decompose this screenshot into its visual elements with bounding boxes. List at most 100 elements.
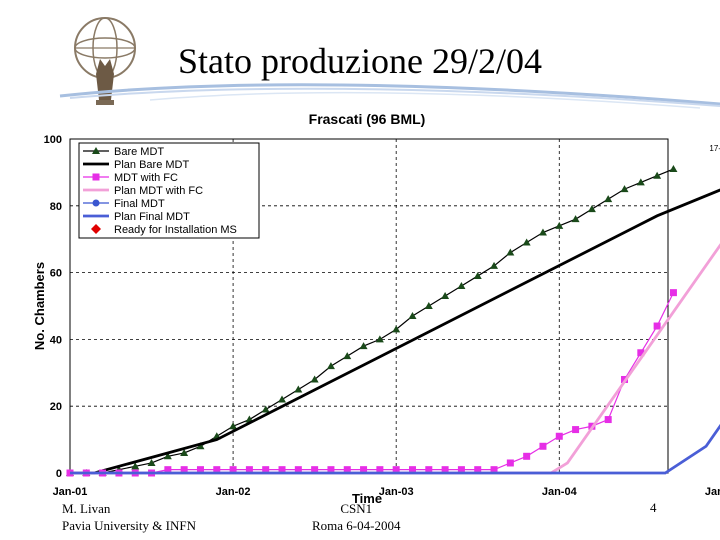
data-point-mdt-with-fc [523, 452, 531, 460]
data-point-mdt-with-fc [604, 416, 612, 424]
data-point-mdt-with-fc [262, 466, 270, 474]
data-point-bare-mdt [261, 405, 270, 413]
data-point-mdt-with-fc [294, 466, 302, 474]
legend-swatch-final-mdt [92, 199, 100, 207]
data-point-bare-mdt [653, 171, 662, 179]
footer-venue: CSN1 Roma 6-04-2004 [312, 500, 400, 534]
x-axis-label: Time [352, 491, 382, 506]
footer-venue-date: Roma 6-04-2004 [312, 518, 401, 533]
legend-label-final-mdt: Final MDT [114, 198, 165, 210]
legend-swatch-bare-mdt [92, 147, 100, 154]
data-point-bare-mdt [604, 195, 613, 203]
data-point-mdt-with-fc [180, 466, 188, 474]
page-number: 4 [650, 500, 657, 515]
data-point-mdt-with-fc [213, 466, 221, 474]
data-point-mdt-with-fc [637, 349, 645, 357]
legend-swatch-ready-for-installation-ms [91, 224, 101, 234]
chart-title: Frascati (96 BML) [309, 111, 426, 127]
footer-venue-name: CSN1 [340, 501, 373, 516]
y-tick-label: 40 [50, 334, 62, 346]
production-line-chart: Frascati (96 BML) No. Chambers Time 0 20 4… [32, 111, 720, 506]
data-point-bare-mdt [343, 352, 352, 360]
data-point-mdt-with-fc [506, 459, 514, 467]
data-point-bare-mdt [294, 385, 303, 393]
data-point-mdt-with-fc [343, 466, 351, 474]
x-tick-label: Jan-02 [216, 486, 251, 498]
y-tick-label: 60 [50, 268, 62, 280]
data-point-bare-mdt [424, 302, 433, 309]
legend-label-ready-for-installation-ms: Ready for Installation MS [114, 224, 237, 236]
data-point-mdt-with-fc [164, 466, 172, 474]
data-point-bare-mdt [620, 185, 629, 193]
slide-title: Stato produzione 29/2/04 [178, 41, 542, 81]
legend-swatch-mdt-with-fc [92, 173, 100, 181]
data-point-bare-mdt [180, 448, 189, 456]
y-tick-label: 100 [44, 134, 62, 146]
data-point-mdt-with-fc [425, 466, 433, 474]
data-point-bare-mdt [522, 238, 531, 246]
footer-author-name: M. Livan [62, 501, 111, 516]
data-point-bare-mdt [375, 335, 384, 343]
data-point-bare-mdt [392, 325, 401, 333]
legend-label-plan-final-mdt: Plan Final MDT [114, 211, 190, 223]
x-tick-label: Jan-01 [53, 486, 88, 498]
data-point-bare-mdt [310, 375, 319, 383]
data-point-mdt-with-fc [196, 466, 204, 474]
data-point-mdt-with-fc [555, 432, 563, 440]
data-point-mdt-with-fc [572, 426, 580, 434]
y-tick-label: 0 [56, 468, 62, 480]
y-axis-label: No. Chambers [32, 262, 47, 350]
legend-label-plan-mdt-with-fc: Plan MDT with FC [114, 185, 203, 197]
title-swoosh-decoration [59, 83, 720, 109]
x-tick-label: Jan-04 [542, 486, 578, 498]
annotation-ready-date: 17-01-2005 [709, 144, 720, 153]
data-point-bare-mdt [163, 452, 172, 460]
data-point-mdt-with-fc [229, 466, 237, 474]
data-point-mdt-with-fc [490, 466, 498, 474]
data-point-bare-mdt [490, 261, 499, 269]
data-point-mdt-with-fc [408, 466, 416, 474]
data-point-mdt-with-fc [311, 466, 319, 474]
data-point-mdt-with-fc [245, 466, 253, 474]
data-point-mdt-with-fc [441, 466, 449, 474]
legend-label-mdt-with-fc: MDT with FC [114, 172, 178, 184]
data-point-bare-mdt [473, 271, 482, 279]
legend-label-bare-mdt: Bare MDT [114, 146, 164, 158]
legend-label-plan-bare-mdt: Plan Bare MDT [114, 159, 189, 171]
data-point-bare-mdt [196, 442, 205, 450]
data-point-bare-mdt [326, 362, 335, 370]
series-line-plan-final-mdt [70, 423, 720, 475]
data-point-bare-mdt [538, 228, 547, 236]
data-point-bare-mdt [669, 165, 678, 173]
data-point-bare-mdt [587, 205, 596, 213]
y-tick-label: 80 [50, 201, 62, 213]
data-point-bare-mdt [359, 342, 368, 350]
data-point-bare-mdt [457, 281, 466, 289]
data-point-bare-mdt [571, 215, 580, 223]
data-point-bare-mdt [555, 221, 564, 229]
data-point-bare-mdt [506, 248, 515, 256]
data-point-bare-mdt [636, 178, 645, 186]
data-point-mdt-with-fc [376, 466, 384, 474]
data-point-mdt-with-fc [653, 322, 661, 330]
data-point-mdt-with-fc [474, 466, 482, 474]
data-point-bare-mdt [131, 462, 140, 470]
data-point-mdt-with-fc [669, 289, 677, 297]
data-point-bare-mdt [408, 312, 417, 320]
data-point-mdt-with-fc [278, 466, 286, 474]
atlas-logo-icon [74, 17, 136, 105]
data-point-bare-mdt [441, 291, 450, 299]
data-point-bare-mdt [147, 458, 156, 466]
data-point-mdt-with-fc [360, 466, 368, 474]
x-tick-label: Jan-05 [705, 486, 720, 498]
data-point-bare-mdt [278, 395, 287, 403]
data-point-mdt-with-fc [327, 466, 335, 474]
data-point-mdt-with-fc [392, 466, 400, 474]
data-point-mdt-with-fc [539, 442, 547, 450]
data-point-bare-mdt [229, 422, 238, 430]
footer-author: M. Livan Pavia University & INFN [62, 500, 196, 534]
x-tick-label: Jan-03 [379, 486, 414, 498]
data-point-mdt-with-fc [457, 466, 465, 474]
footer-author-affiliation: Pavia University & INFN [62, 518, 196, 533]
